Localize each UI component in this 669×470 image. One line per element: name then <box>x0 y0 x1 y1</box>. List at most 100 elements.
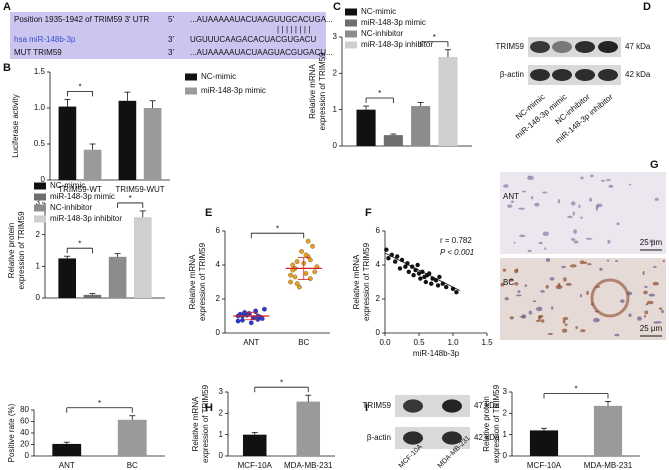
fit-line <box>384 252 460 291</box>
sequence-box <box>10 12 326 59</box>
significance-label: * <box>378 89 381 98</box>
sequence: ...AUAAAAAUACUAAGUACGUGACU... <box>190 48 333 57</box>
sequence-end: 3' <box>168 35 174 44</box>
x-tick-label: MCF-10A <box>238 461 273 470</box>
point <box>288 279 293 285</box>
y-axis-label: expression of TRIM59 <box>201 384 210 463</box>
y-axis-label: expression of TRIM59 <box>492 384 501 463</box>
scale-label: 25 μm <box>640 324 663 333</box>
point <box>418 276 423 281</box>
legend-label: NC-mimic <box>50 181 85 190</box>
y-axis-label: Relative protein <box>482 396 491 452</box>
ihc-cell <box>589 197 593 202</box>
point <box>296 284 302 290</box>
ihc-cell <box>508 278 514 282</box>
bar <box>58 258 77 298</box>
point <box>386 256 391 261</box>
ihc-cell <box>504 297 509 301</box>
panel-letter: E <box>205 207 212 219</box>
ihc-cell <box>580 176 584 180</box>
sequence-end: 3' <box>168 48 174 57</box>
ihc-cell <box>596 203 603 208</box>
panel-letter: C <box>333 1 341 13</box>
panel-letter: I <box>365 402 368 414</box>
y-tick-label: 20 <box>20 440 29 449</box>
ihc-cell <box>662 259 665 263</box>
ihc-cell <box>557 199 561 204</box>
sequence-name: Position 1935-1942 of TRIM59 3' UTR <box>14 15 149 24</box>
ihc-cell <box>592 317 600 323</box>
ihc-cell <box>527 175 534 181</box>
ihc-cell <box>514 282 519 286</box>
legend-label: NC-inhibitor <box>361 29 404 38</box>
ihc-cell <box>606 178 611 182</box>
ihc-gland <box>590 278 630 318</box>
ihc-cell <box>658 307 663 310</box>
ihc-cell <box>637 316 642 321</box>
ihc-cell <box>564 323 568 327</box>
blot-row-label: β-actin <box>500 70 524 79</box>
ihc-cell <box>567 215 573 219</box>
ihc-cell <box>561 265 566 269</box>
ihc-cell <box>616 222 620 226</box>
ihc-cell <box>595 206 599 211</box>
point <box>393 259 398 264</box>
legend-swatch <box>34 182 46 190</box>
y-tick-label: 1.5 <box>34 67 46 76</box>
ihc-cell <box>579 294 582 298</box>
y-axis-label: Relative mRNA <box>352 254 361 309</box>
blot-row <box>528 37 621 57</box>
bar <box>593 405 623 456</box>
y-tick-label: 0 <box>41 175 46 184</box>
ihc-cell <box>510 200 514 203</box>
panel-letter: B <box>3 62 11 74</box>
ihc-cell <box>590 174 594 178</box>
legend-swatch <box>34 215 46 223</box>
ihc-cell <box>513 241 516 244</box>
ihc-image <box>500 172 666 254</box>
ihc-cell <box>580 329 586 333</box>
point <box>429 281 434 286</box>
legend-label: NC-inhibitor <box>50 203 93 212</box>
x-tick-label: ANT <box>243 338 259 347</box>
y-tick-label: 3 <box>333 32 338 41</box>
annotation: P < 0.001 <box>440 248 474 257</box>
ihc-cell <box>519 234 526 238</box>
bar <box>411 106 431 146</box>
blot-band <box>403 399 423 413</box>
sequence-name: hsa miR-148b-3p <box>14 35 76 44</box>
ihc-cell <box>654 197 659 201</box>
ihc-cell <box>555 285 563 290</box>
x-tick-label: MCF-10A <box>527 461 562 470</box>
legend-label: miR-148-3p mimic <box>201 86 266 95</box>
ihc-cell <box>580 216 583 219</box>
significance-label: * <box>129 194 132 203</box>
y-tick-label: 0 <box>333 141 338 150</box>
point <box>303 271 309 276</box>
y-tick-label: 4 <box>216 260 221 269</box>
x-tick-label: 1.0 <box>447 338 459 347</box>
y-tick-label: 1 <box>219 430 224 439</box>
y-axis-label: Relative mRNA <box>308 64 317 119</box>
ihc-cell <box>527 249 532 253</box>
blot-band <box>530 41 550 53</box>
ihc-cell <box>573 229 577 234</box>
blot-size: 47 kDa <box>625 42 651 51</box>
panel-letter: F <box>365 207 372 219</box>
point <box>405 261 410 266</box>
point <box>437 274 442 280</box>
ihc-cell <box>644 285 648 289</box>
point <box>444 284 449 290</box>
x-tick-label: ANT <box>59 461 75 470</box>
bar <box>108 256 127 298</box>
ihc-cell <box>507 204 513 208</box>
y-tick-label: 2 <box>376 294 381 303</box>
ihc-cell <box>521 190 527 193</box>
legend-label: miR-148-3p mimic <box>50 192 115 201</box>
y-tick-label: 0.5 <box>34 139 46 148</box>
blot-band <box>403 431 423 445</box>
ihc-cell <box>542 231 549 237</box>
ihc-cell <box>648 293 655 297</box>
blot-size: 42 kDa <box>625 70 651 79</box>
x-tick-label: TRIM59-WUT <box>115 185 164 194</box>
